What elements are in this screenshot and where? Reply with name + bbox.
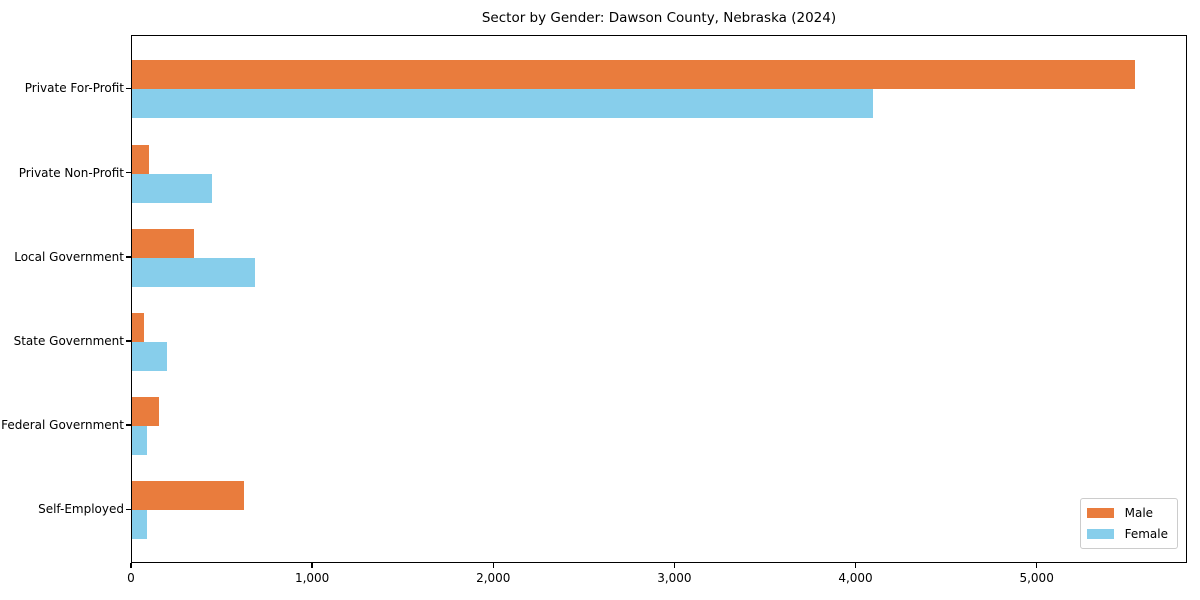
x-axis-tick [311, 563, 313, 568]
plot-area: Male Female [131, 35, 1187, 563]
x-axis-tick-label: 0 [127, 571, 135, 585]
legend-swatch-male [1086, 508, 1114, 518]
y-axis-label: Federal Government [1, 418, 124, 433]
y-axis-tick [126, 256, 131, 258]
y-axis-label: Self-Employed [38, 502, 124, 517]
bar-male-2 [132, 144, 150, 174]
y-axis-label: Local Government [14, 249, 124, 264]
legend: Male Female [1079, 498, 1178, 549]
legend-item-female: Female [1086, 525, 1168, 543]
bar-male-4 [132, 313, 144, 342]
bar-female-1 [132, 89, 873, 119]
bar-female-2 [132, 173, 212, 203]
y-axis-tick [126, 424, 131, 426]
y-axis-label: Private Non-Profit [18, 165, 124, 180]
x-axis-tick-label: 5,000 [1019, 571, 1054, 585]
y-axis-tick [126, 340, 131, 342]
legend-label-female: Female [1124, 527, 1168, 541]
legend-swatch-female [1086, 529, 1114, 539]
bar-female-6 [132, 510, 148, 540]
x-axis-tick [673, 563, 676, 568]
bar-female-4 [132, 342, 168, 371]
x-axis-tick [854, 563, 857, 568]
legend-label-male: Male [1124, 506, 1154, 520]
y-axis-tick [126, 87, 131, 90]
y-axis-ticks [126, 35, 131, 563]
chart-title: Sector by Gender: Dawson County, Nebrask… [481, 10, 837, 26]
y-axis-tick [126, 171, 131, 174]
x-axis-tick-label: 3,000 [657, 571, 692, 585]
y-axis-label: State Government [13, 334, 124, 348]
bar-male-5 [132, 397, 160, 427]
bar-male-3 [132, 228, 195, 258]
x-axis-tick [492, 563, 494, 568]
x-axis: 0 1,000 2,000 3,000 4,000 5,000 [127, 563, 1187, 593]
y-axis-tick [126, 508, 131, 511]
bar-male-1 [132, 60, 1136, 90]
x-axis-tick-label: 1,000 [294, 571, 330, 585]
bar-female-3 [132, 257, 256, 287]
x-axis-tick [1035, 563, 1038, 568]
x-axis-tick [130, 563, 132, 568]
x-axis-tick-label: 2,000 [476, 571, 511, 585]
bar-male-6 [132, 481, 245, 511]
y-axis-labels: Private For-Profit Private Non-Profit Loca… [0, 35, 124, 563]
bar-female-5 [132, 426, 148, 456]
legend-item-male: Male [1086, 504, 1168, 522]
y-axis-label: Private For-Profit [24, 81, 124, 96]
x-axis-tick-label: 4,000 [838, 571, 873, 585]
